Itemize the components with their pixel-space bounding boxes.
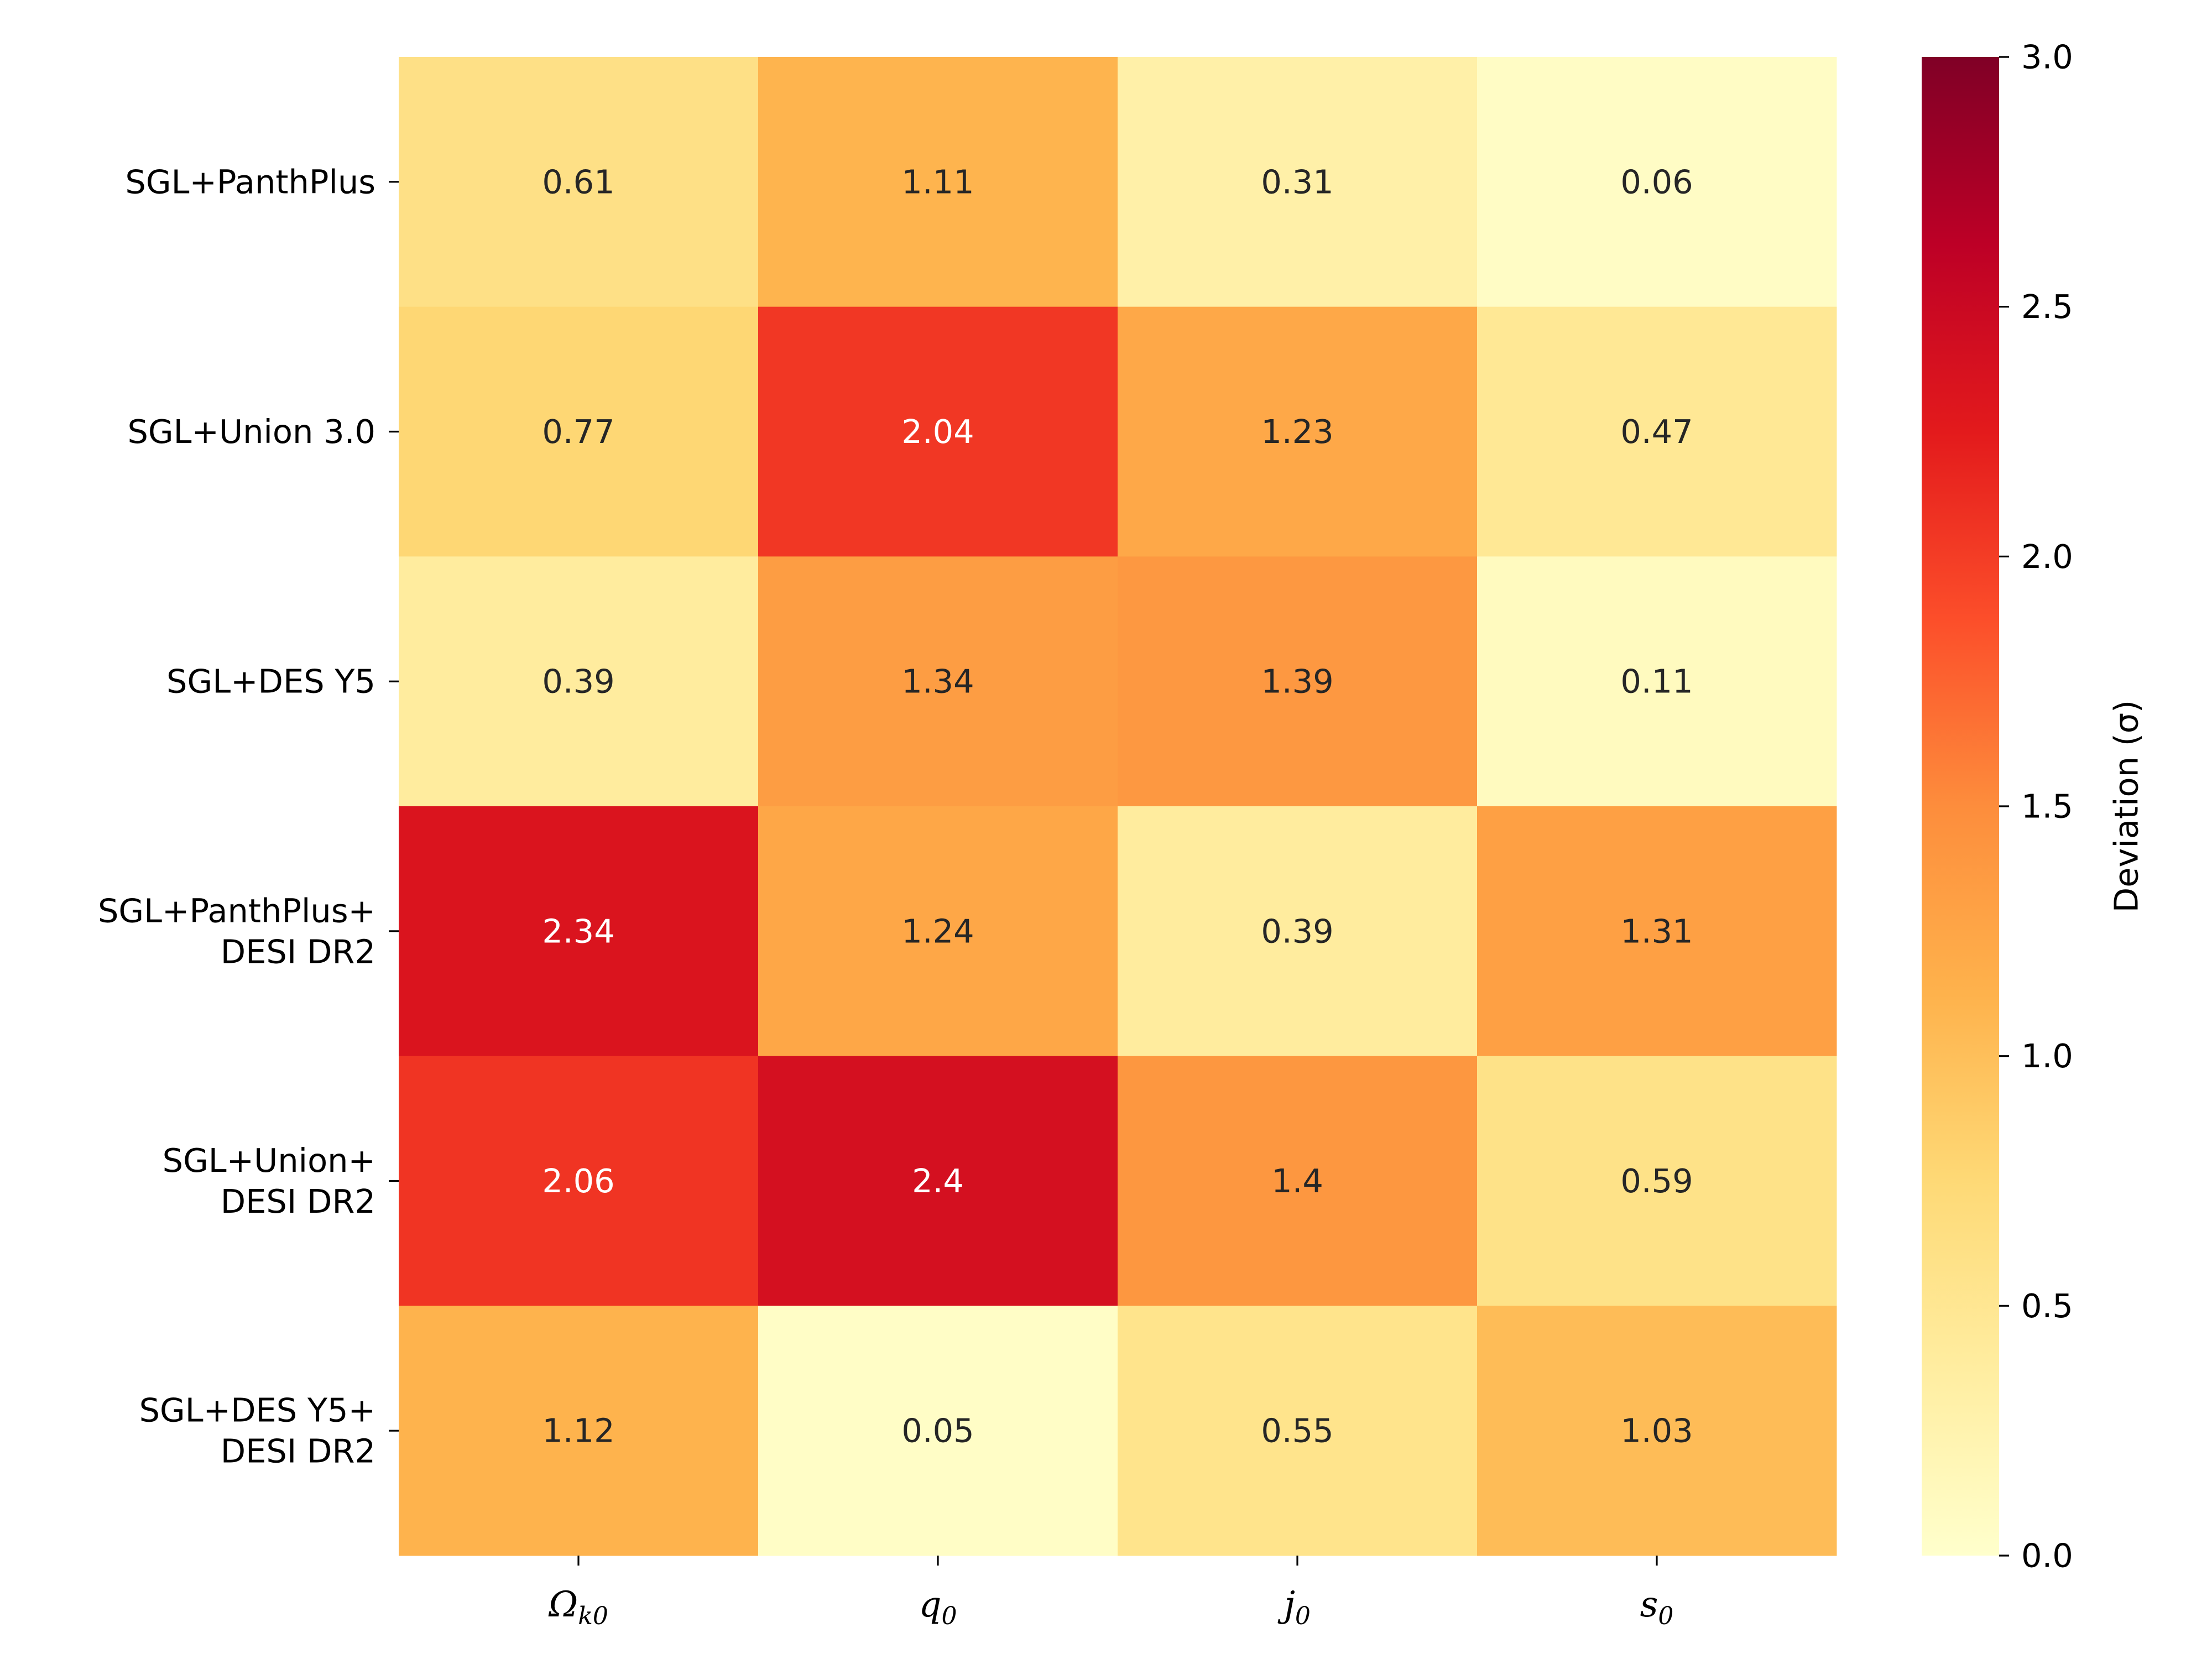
heatmap-cell bbox=[399, 306, 759, 557]
y-tick-label: SGL+DES Y5 bbox=[166, 662, 375, 701]
x-tick-label-subscript: k0 bbox=[578, 1602, 608, 1630]
cell-value-label: 1.12 bbox=[542, 1412, 614, 1450]
y-tick-label: DESI DR2 bbox=[221, 932, 375, 971]
colorbar-tick-label: 1.0 bbox=[2021, 1037, 2073, 1075]
heatmap-cell bbox=[1477, 1056, 1837, 1306]
cell-value-label: 0.47 bbox=[1620, 413, 1693, 451]
cell-value-label: 1.34 bbox=[901, 662, 974, 701]
cell-value-label: 0.61 bbox=[542, 163, 614, 201]
heatmap-cell bbox=[1477, 1306, 1837, 1556]
cell-value-label: 2.34 bbox=[542, 912, 614, 950]
cell-value-label: 2.4 bbox=[912, 1162, 964, 1200]
x-tick-label-base: s bbox=[1640, 1584, 1658, 1625]
cell-value-label: 0.39 bbox=[1261, 912, 1333, 950]
y-axis: SGL+PanthPlus SGL+Union 3.0 SGL+DES Y5 SGL+… bbox=[98, 163, 399, 1470]
cell-value-label: 1.39 bbox=[1261, 662, 1333, 701]
heatmap-cell bbox=[1118, 556, 1478, 807]
heatmap-cell bbox=[1477, 57, 1837, 307]
y-tick-label: SGL+PanthPlus+ bbox=[98, 891, 375, 930]
x-tick-label: Ωk0 bbox=[548, 1584, 608, 1630]
cell-value-label: 0.55 bbox=[1261, 1412, 1333, 1450]
colorbar-tick-label: 1.5 bbox=[2021, 787, 2073, 826]
y-tick-label: SGL+DES Y5+ bbox=[139, 1391, 375, 1430]
colorbar-tick-label: 0.0 bbox=[2021, 1537, 2073, 1575]
heatmap-cell bbox=[1477, 306, 1837, 557]
heatmap-cell bbox=[758, 1306, 1118, 1556]
y-tick-label: SGL+Union 3.0 bbox=[127, 413, 375, 451]
heatmap-cell bbox=[758, 806, 1118, 1057]
x-tick-label: s0 bbox=[1640, 1584, 1674, 1630]
heatmap-cell bbox=[399, 806, 759, 1057]
y-tick-label: SGL+PanthPlus bbox=[125, 163, 375, 201]
cell-value-label: 0.05 bbox=[901, 1412, 974, 1450]
heatmap-cell bbox=[758, 556, 1118, 807]
y-tick-label: SGL+Union+ bbox=[163, 1141, 375, 1180]
colorbar-gradient bbox=[1922, 57, 1999, 1556]
x-tick-label-subscript: 0 bbox=[941, 1602, 957, 1630]
cell-value-label: 0.77 bbox=[542, 413, 614, 451]
x-tick-label-base: j bbox=[1277, 1584, 1295, 1625]
colorbar: 0.0 0.5 1.0 1.5 2.0 2.5 3.0 Deviation (σ) bbox=[1922, 38, 2146, 1575]
cell-value-label: 0.11 bbox=[1620, 662, 1693, 701]
cell-value-label: 2.04 bbox=[901, 413, 974, 451]
cell-value-label: 1.24 bbox=[901, 912, 974, 950]
cell-value-label: 0.06 bbox=[1620, 163, 1693, 201]
colorbar-label: Deviation (σ) bbox=[2107, 700, 2146, 912]
cell-value-label: 1.11 bbox=[901, 163, 974, 201]
heatmap-cell bbox=[1477, 806, 1837, 1057]
colorbar-tick-label: 0.5 bbox=[2021, 1287, 2073, 1325]
colorbar-tick-label: 2.0 bbox=[2021, 538, 2073, 576]
cell-value-label: 2.06 bbox=[542, 1162, 614, 1200]
cell-value-label: 1.31 bbox=[1620, 912, 1693, 950]
x-axis: Ωk0 q0 j0 s0 bbox=[548, 1556, 1673, 1630]
colorbar-tick-label: 3.0 bbox=[2021, 38, 2073, 76]
heatmap-cell bbox=[1118, 306, 1478, 557]
x-tick-label-base: q bbox=[919, 1584, 942, 1625]
heatmap-cell bbox=[1118, 1056, 1478, 1306]
cell-value-label: 0.59 bbox=[1620, 1162, 1693, 1200]
x-tick-label-subscript: 0 bbox=[1295, 1602, 1311, 1630]
heatmap-cell bbox=[758, 306, 1118, 557]
x-tick-label-base: Ω bbox=[548, 1584, 578, 1625]
cell-value-label: 1.03 bbox=[1620, 1412, 1693, 1450]
x-tick-label-subscript: 0 bbox=[1658, 1602, 1673, 1630]
heatmap-cell bbox=[758, 57, 1118, 307]
cell-value-label: 0.39 bbox=[542, 662, 614, 701]
cell-value-label: 1.4 bbox=[1271, 1162, 1323, 1200]
heatmap-cell bbox=[1118, 57, 1478, 307]
heatmap-cell bbox=[399, 57, 759, 307]
cell-value-labels: 0.61 1.11 0.31 0.06 0.77 2.04 1.23 0.47 0.39 1.34… bbox=[542, 163, 1693, 1449]
colorbar-ticks: 0.0 0.5 1.0 1.5 2.0 2.5 3.0 bbox=[1999, 38, 2073, 1575]
heatmap-cell bbox=[399, 1056, 759, 1306]
cell-value-label: 1.23 bbox=[1261, 413, 1333, 451]
x-tick-label: j0 bbox=[1277, 1584, 1311, 1630]
heatmap-cell bbox=[399, 1306, 759, 1556]
heatmap-cell bbox=[758, 1056, 1118, 1306]
heatmap-cell bbox=[1477, 556, 1837, 807]
heatmap-cell bbox=[1118, 1306, 1478, 1556]
heatmap-cell bbox=[1118, 806, 1478, 1057]
y-tick-label: DESI DR2 bbox=[221, 1432, 375, 1470]
cell-value-label: 0.31 bbox=[1261, 163, 1333, 201]
x-tick-label: q0 bbox=[919, 1584, 957, 1630]
heatmap-cell bbox=[399, 556, 759, 807]
colorbar-tick-label: 2.5 bbox=[2021, 288, 2073, 326]
heatmap-cells bbox=[399, 57, 1837, 1556]
y-tick-label: DESI DR2 bbox=[221, 1182, 375, 1220]
